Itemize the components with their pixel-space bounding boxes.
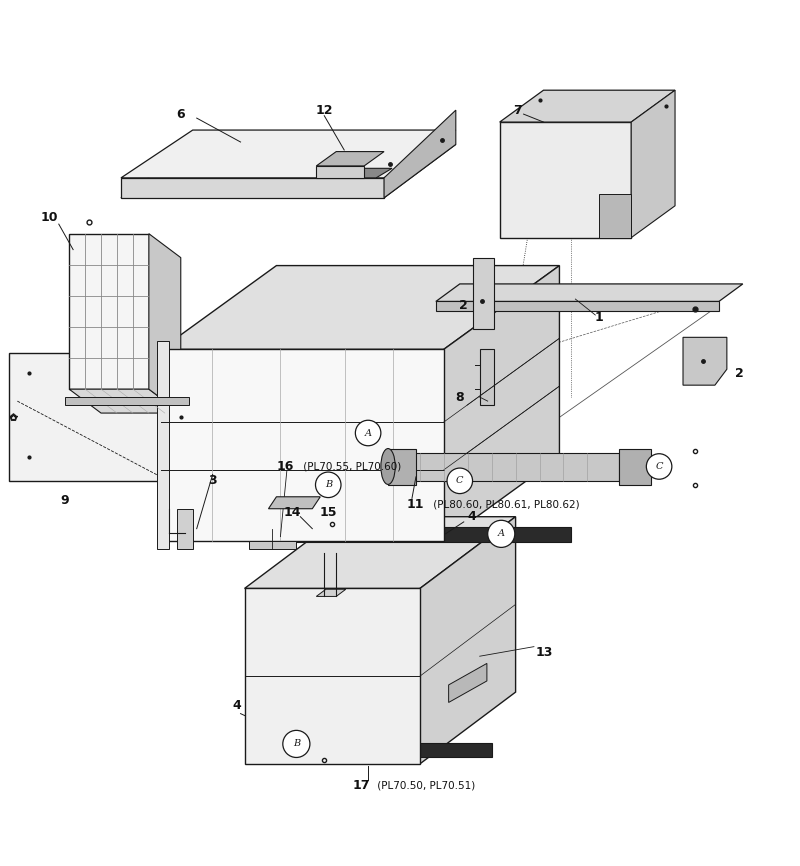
Text: B: B: [325, 481, 332, 489]
Polygon shape: [269, 497, 320, 508]
Circle shape: [488, 520, 515, 547]
Text: 15: 15: [319, 507, 337, 520]
Polygon shape: [69, 389, 181, 413]
Text: 2: 2: [459, 299, 468, 312]
Polygon shape: [65, 397, 189, 405]
Polygon shape: [245, 589, 420, 764]
Polygon shape: [683, 338, 727, 385]
Text: 8: 8: [455, 391, 464, 404]
Text: 4: 4: [232, 699, 241, 712]
Text: 7: 7: [514, 104, 522, 117]
Polygon shape: [149, 234, 181, 413]
Polygon shape: [500, 90, 675, 122]
Polygon shape: [249, 540, 296, 548]
Polygon shape: [631, 90, 675, 237]
Text: B: B: [293, 740, 300, 748]
Polygon shape: [157, 341, 169, 548]
Polygon shape: [245, 517, 515, 589]
Polygon shape: [599, 194, 631, 237]
Circle shape: [283, 730, 310, 758]
Polygon shape: [436, 284, 743, 301]
Text: 3: 3: [208, 475, 217, 488]
Polygon shape: [69, 234, 149, 389]
Text: 2: 2: [735, 366, 743, 379]
Polygon shape: [121, 130, 456, 178]
Polygon shape: [480, 349, 494, 405]
Circle shape: [646, 454, 672, 479]
Polygon shape: [253, 527, 571, 542]
Text: 17: 17: [352, 779, 370, 792]
Polygon shape: [474, 257, 494, 329]
Polygon shape: [121, 178, 384, 197]
Polygon shape: [316, 166, 364, 178]
Circle shape: [355, 420, 381, 446]
Polygon shape: [161, 266, 559, 349]
Text: A: A: [498, 529, 505, 539]
Polygon shape: [444, 266, 559, 540]
Text: (PL70.50, PL70.51): (PL70.50, PL70.51): [374, 780, 476, 791]
Polygon shape: [436, 301, 719, 311]
Polygon shape: [10, 353, 197, 481]
Polygon shape: [449, 663, 487, 702]
Text: C: C: [456, 476, 463, 485]
Polygon shape: [336, 168, 392, 178]
Text: 1: 1: [595, 311, 604, 324]
Text: 4: 4: [467, 510, 476, 523]
Polygon shape: [400, 453, 619, 481]
Polygon shape: [420, 517, 515, 764]
Polygon shape: [384, 110, 456, 197]
Polygon shape: [249, 743, 492, 758]
Text: A: A: [365, 429, 372, 437]
Text: 9: 9: [61, 494, 70, 507]
Text: (PL70.55, PL70.60): (PL70.55, PL70.60): [300, 462, 402, 471]
Text: 11: 11: [406, 498, 424, 511]
Text: C: C: [655, 462, 663, 471]
Text: 16: 16: [277, 460, 294, 473]
Polygon shape: [316, 589, 346, 597]
Polygon shape: [500, 122, 631, 237]
Circle shape: [447, 469, 473, 494]
Polygon shape: [177, 508, 193, 548]
Text: (PL80.60, PL80.61, PL80.62): (PL80.60, PL80.61, PL80.62): [430, 500, 580, 510]
Circle shape: [315, 472, 341, 498]
Polygon shape: [619, 449, 651, 485]
Text: 10: 10: [41, 211, 58, 224]
Text: 6: 6: [177, 107, 185, 120]
Polygon shape: [316, 152, 384, 166]
Text: 12: 12: [315, 104, 333, 117]
Polygon shape: [388, 449, 416, 485]
Text: 13: 13: [535, 646, 553, 659]
Ellipse shape: [381, 449, 395, 484]
Text: 14: 14: [284, 507, 301, 520]
Polygon shape: [121, 145, 456, 197]
Polygon shape: [161, 349, 444, 540]
